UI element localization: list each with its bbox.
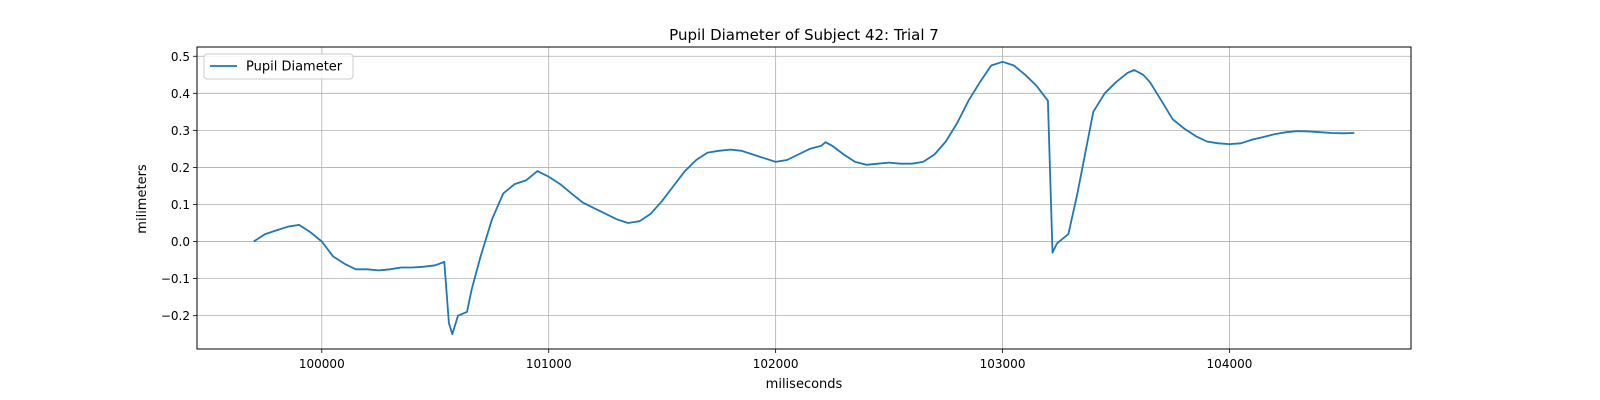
x-axis-label: miliseconds [766, 377, 843, 392]
x-tick-label: 102000 [753, 357, 799, 371]
y-tick-label: 0.4 [171, 87, 190, 101]
y-axis-ticks: −0.2 −0.1 0.0 0.1 0.2 0.3 0.4 0.5 [161, 50, 197, 323]
x-tick-label: 100000 [299, 357, 345, 371]
plot-frame [196, 46, 1412, 350]
grid-lines [197, 47, 1411, 349]
legend-label-pupil-diameter: Pupil Diameter [246, 60, 343, 75]
x-tick-label: 103000 [980, 357, 1026, 371]
chart-title: Pupil Diameter of Subject 42: Trial 7 [669, 26, 939, 44]
series-line-pupil-diameter [253, 60, 1355, 336]
x-tick-label: 101000 [526, 357, 572, 371]
x-tick-label: 104000 [1207, 357, 1253, 371]
y-tick-label: 0.2 [171, 161, 190, 175]
y-tick-label: 0.0 [171, 235, 190, 249]
legend-frame [203, 53, 354, 80]
y-tick-label: 0.1 [171, 198, 190, 212]
y-tick-label: 0.5 [171, 50, 190, 64]
y-tick-label: 0.3 [171, 124, 190, 138]
y-tick-label: −0.2 [161, 309, 190, 323]
y-tick-label: −0.1 [161, 272, 190, 286]
legend: Pupil Diameter [203, 53, 354, 80]
x-axis-ticks: 100000 101000 102000 103000 104000 [299, 349, 1252, 371]
y-axis-label: milimeters [135, 164, 150, 234]
